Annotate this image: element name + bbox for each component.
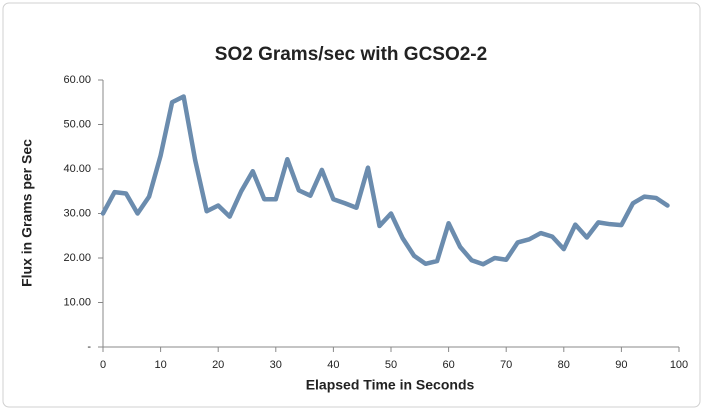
data-line bbox=[100, 94, 670, 267]
x-tick-label: 90 bbox=[615, 359, 627, 371]
x-tick-label: 10 bbox=[154, 359, 166, 371]
y-tick-label: 30.00 bbox=[63, 207, 91, 219]
y-tick-label: - bbox=[87, 341, 91, 353]
x-tick-label: 70 bbox=[500, 359, 512, 371]
y-tick-label: 40.00 bbox=[63, 163, 91, 175]
y-tick-label: 60.00 bbox=[63, 74, 91, 86]
y-axis-title: Flux in Grams per Sec bbox=[19, 139, 35, 287]
x-tick-label: 20 bbox=[212, 359, 224, 371]
y-tick-label: 50.00 bbox=[63, 118, 91, 130]
x-tick-label: 40 bbox=[327, 359, 339, 371]
x-tick-label: 50 bbox=[385, 359, 397, 371]
x-tick-label: 80 bbox=[558, 359, 570, 371]
x-tick-label: 0 bbox=[100, 359, 106, 371]
x-tick-label: 60 bbox=[442, 359, 454, 371]
x-axis-title: Elapsed Time in Seconds bbox=[306, 377, 475, 393]
y-tick-label: 20.00 bbox=[63, 252, 91, 264]
x-tick-label: 100 bbox=[670, 359, 688, 371]
y-tick-label: 10.00 bbox=[63, 296, 91, 308]
x-tick-label: 30 bbox=[270, 359, 282, 371]
chart-title: SO2 Grams/sec with GCSO2-2 bbox=[215, 44, 487, 65]
